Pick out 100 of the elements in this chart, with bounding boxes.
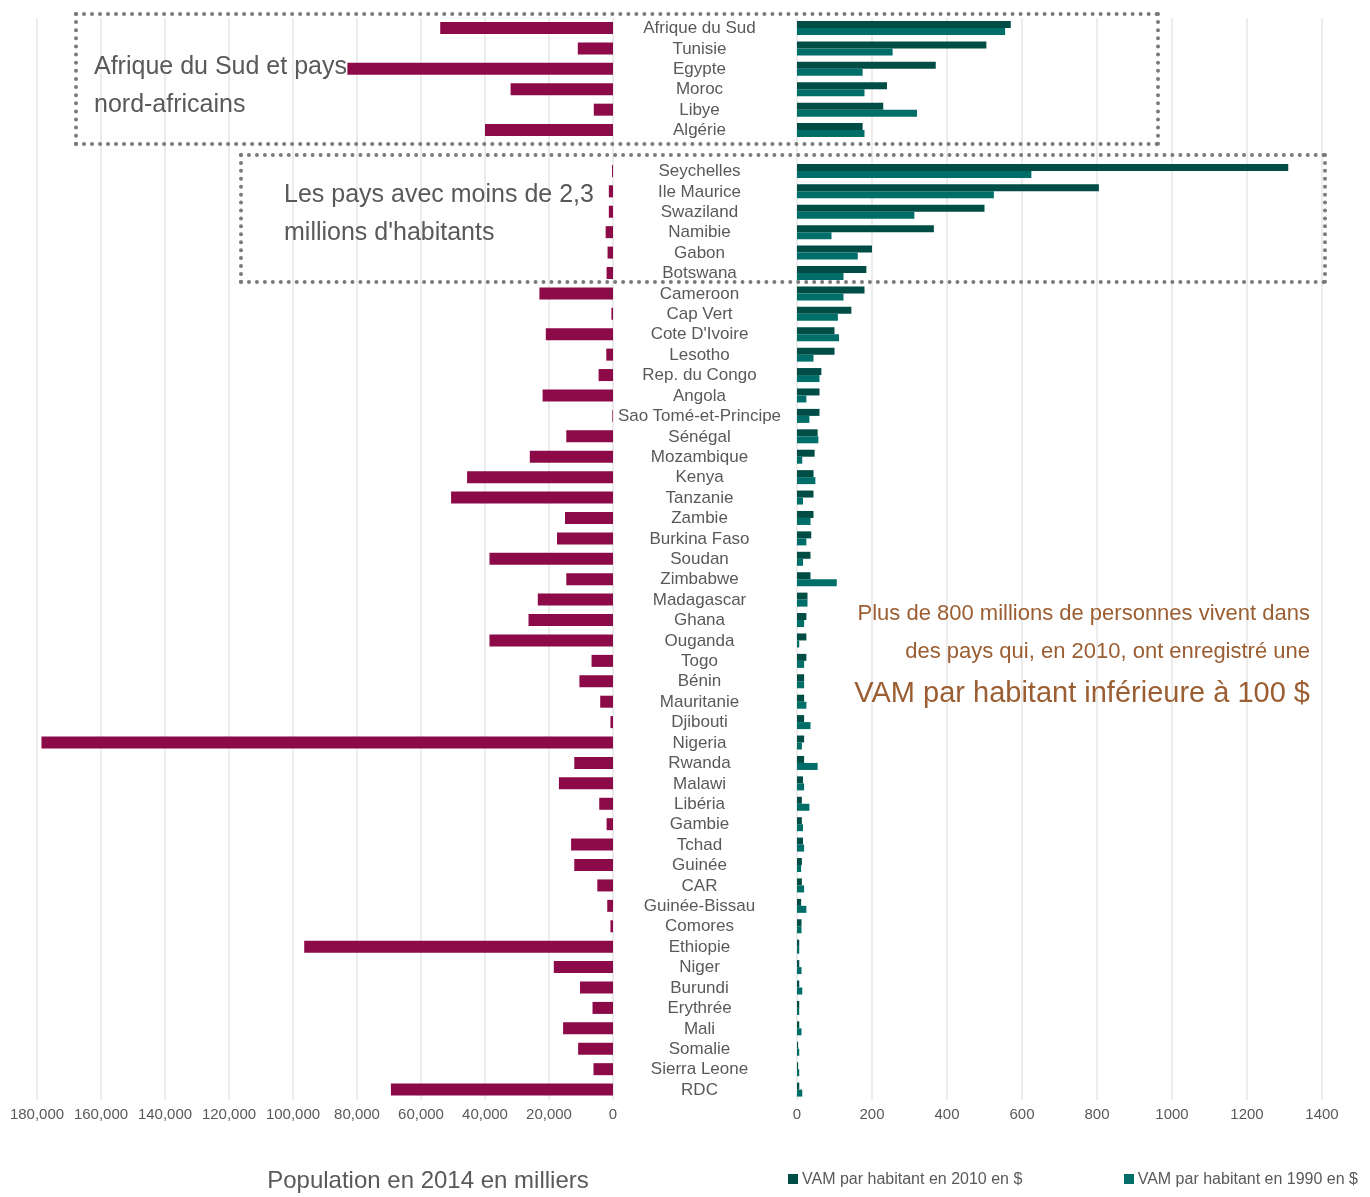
- bar: [797, 674, 805, 682]
- bar: [528, 614, 613, 627]
- y-tick-label: Tunisie: [672, 38, 727, 58]
- bar: [797, 694, 805, 702]
- legend-label: VAM par habitant en 1990 en $: [1136, 1170, 1358, 1188]
- bar: [537, 593, 613, 606]
- bar: [797, 191, 994, 199]
- bar: [797, 415, 810, 423]
- bar: [797, 898, 802, 906]
- bar: [797, 837, 803, 845]
- y-tick-label: Gambie: [669, 814, 730, 834]
- annotation: Les pays avec moins de 2,3 millions d'habitants: [284, 178, 595, 247]
- bar: [797, 796, 802, 804]
- annotation: VAM par habitant inférieure à 100 $: [853, 675, 1310, 710]
- bar: [797, 551, 811, 559]
- bar: [797, 184, 1099, 192]
- x-tick-label: 80,000: [334, 1104, 380, 1122]
- y-tick-label: Lesotho: [669, 344, 730, 364]
- bar: [797, 817, 802, 825]
- y-tick-label: Tchad: [676, 834, 723, 854]
- bar: [580, 981, 613, 994]
- bar: [41, 736, 613, 749]
- bar: [510, 83, 613, 96]
- bar: [577, 42, 613, 55]
- bar: [390, 1083, 613, 1096]
- annotation: Plus de 800 millions de personnes vivent dans des pays qui, en 2010, ont enregistré une: [856, 599, 1310, 665]
- bar: [797, 735, 805, 743]
- x-tick-label: 600: [1009, 1104, 1035, 1122]
- bar: [797, 510, 814, 518]
- bar: [797, 477, 816, 485]
- bar: [600, 695, 613, 708]
- bar: [599, 797, 613, 810]
- bar: [797, 41, 987, 49]
- bar: [797, 599, 808, 607]
- x-tick-label: 180,000: [9, 1104, 65, 1122]
- y-tick-label: Sénégal: [668, 426, 731, 446]
- y-tick-label: Namibie: [668, 222, 731, 242]
- x-tick-label: 0: [792, 1104, 802, 1122]
- y-tick-label: Burundi: [670, 977, 729, 997]
- x-tick-label: 40,000: [462, 1104, 508, 1122]
- y-tick-label: Cap Vert: [666, 304, 733, 324]
- bar: [797, 579, 837, 587]
- y-tick-label: Cote D'Ivoire: [650, 324, 749, 344]
- bar: [797, 470, 814, 478]
- x-tick-label: 0: [608, 1104, 618, 1122]
- bar: [797, 293, 844, 301]
- bar: [797, 48, 893, 56]
- bar: [606, 266, 613, 279]
- bar: [797, 252, 858, 260]
- y-tick-label: Libéria: [673, 793, 726, 813]
- x-tick-label: 1400: [1305, 1104, 1339, 1122]
- x-tick-label: 200: [859, 1104, 885, 1122]
- bar: [797, 762, 818, 770]
- bar: [578, 1042, 613, 1055]
- bar: [539, 287, 613, 300]
- bar: [797, 613, 807, 621]
- bar: [797, 558, 803, 566]
- y-tick-label: RDC: [681, 1079, 718, 1099]
- bar: [605, 226, 613, 239]
- x-tick-label: 60,000: [398, 1104, 444, 1122]
- x-tick-label: 20,000: [526, 1104, 572, 1122]
- bar: [797, 368, 822, 376]
- y-tick-label: Erythrée: [667, 998, 732, 1018]
- x-tick-label: 120,000: [201, 1104, 257, 1122]
- bar: [467, 471, 613, 484]
- x-axis-title: Population en 2014 en milliers: [266, 1166, 590, 1194]
- bar: [797, 170, 1032, 178]
- y-tick-label: Rwanda: [668, 753, 732, 773]
- bar: [797, 633, 807, 641]
- y-tick-label: Niger: [679, 957, 721, 977]
- bar: [451, 491, 613, 504]
- y-tick-label: Comores: [665, 916, 734, 936]
- bar: [574, 756, 613, 769]
- bar: [797, 783, 805, 791]
- bar: [797, 436, 819, 444]
- bar: [598, 369, 613, 382]
- bar: [797, 225, 934, 233]
- x-tick-label: 800: [1084, 1104, 1110, 1122]
- y-tick-label: Kenya: [675, 467, 725, 487]
- bar: [797, 742, 802, 750]
- bar: [607, 899, 613, 912]
- bar: [597, 879, 613, 892]
- bar: [566, 573, 613, 586]
- y-tick-label: Zimbabwe: [660, 569, 739, 589]
- bar: [797, 592, 808, 600]
- bar: [566, 430, 613, 443]
- bar: [529, 450, 613, 463]
- bar: [797, 858, 802, 866]
- bar: [797, 919, 802, 927]
- y-tick-label: Tanzanie: [665, 487, 734, 507]
- x-tick-label: 1200: [1230, 1104, 1264, 1122]
- y-tick-label: Swaziland: [660, 201, 739, 221]
- bar: [797, 865, 802, 873]
- bar: [563, 1022, 613, 1035]
- bar: [558, 777, 613, 790]
- bar: [797, 572, 811, 580]
- bar: [545, 328, 613, 341]
- bar: [553, 961, 613, 974]
- x-tick-label: 100,000: [265, 1104, 321, 1122]
- bar: [797, 490, 814, 498]
